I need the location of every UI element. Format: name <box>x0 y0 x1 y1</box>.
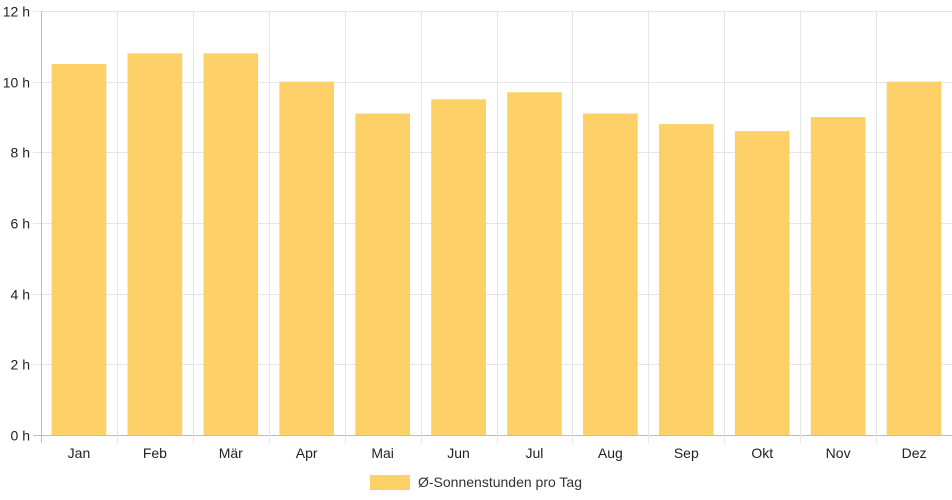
y-axis-ticks: 0 h 2 h 4 h 6 h 8 h 10 h 12 h <box>3 4 30 444</box>
x-axis-ticks: Jan Feb Mär Apr Mai Jun Jul Aug Sep Okt Nov Dez <box>68 445 927 461</box>
bar[interactable] <box>431 99 486 435</box>
bar[interactable] <box>279 81 335 436</box>
bar[interactable] <box>810 117 866 435</box>
legend-label: Ø-Sonnenstunden pro Tag <box>418 474 582 490</box>
y-tick-label: 8 h <box>11 145 30 161</box>
x-tick-label: Okt <box>751 445 773 461</box>
x-tick-label: Apr <box>296 445 318 461</box>
y-tick-label: 12 h <box>3 4 30 20</box>
x-tick-label: Sep <box>674 445 699 461</box>
x-tick-label: Mai <box>371 445 394 461</box>
y-tick-label: 2 h <box>11 357 30 373</box>
bar-chart: 0 h2 h4 h6 h8 h10 h12 h Jan Feb Mär Apr Mai J… <box>3 4 952 461</box>
y-tick-label: 6 h <box>11 216 30 232</box>
y-tick-label: 10 h <box>3 75 30 91</box>
legend[interactable]: Ø-Sonnenstunden pro Tag <box>0 470 952 494</box>
x-tick-label: Jul <box>526 445 544 461</box>
bar[interactable] <box>734 131 790 435</box>
bar[interactable] <box>203 53 259 436</box>
x-tick-label: Jan <box>68 445 91 461</box>
bars <box>51 53 942 436</box>
legend-swatch <box>370 474 410 490</box>
x-tick-label: Aug <box>598 445 623 461</box>
grid-lines <box>33 11 952 443</box>
x-tick-label: Mär <box>219 445 243 461</box>
x-tick-label: Dez <box>902 445 927 461</box>
bar[interactable] <box>658 124 714 436</box>
bar[interactable] <box>886 81 942 436</box>
bar[interactable] <box>355 113 410 435</box>
bar[interactable] <box>51 64 107 435</box>
y-tick-label: 0 h <box>11 428 30 444</box>
y-tick-label: 4 h <box>11 287 30 303</box>
bar[interactable] <box>507 92 562 436</box>
x-tick-label: Nov <box>826 445 851 461</box>
bar[interactable] <box>583 113 638 435</box>
x-tick-label: Jun <box>447 445 470 461</box>
x-tick-label: Feb <box>143 445 167 461</box>
bar[interactable] <box>127 53 183 436</box>
